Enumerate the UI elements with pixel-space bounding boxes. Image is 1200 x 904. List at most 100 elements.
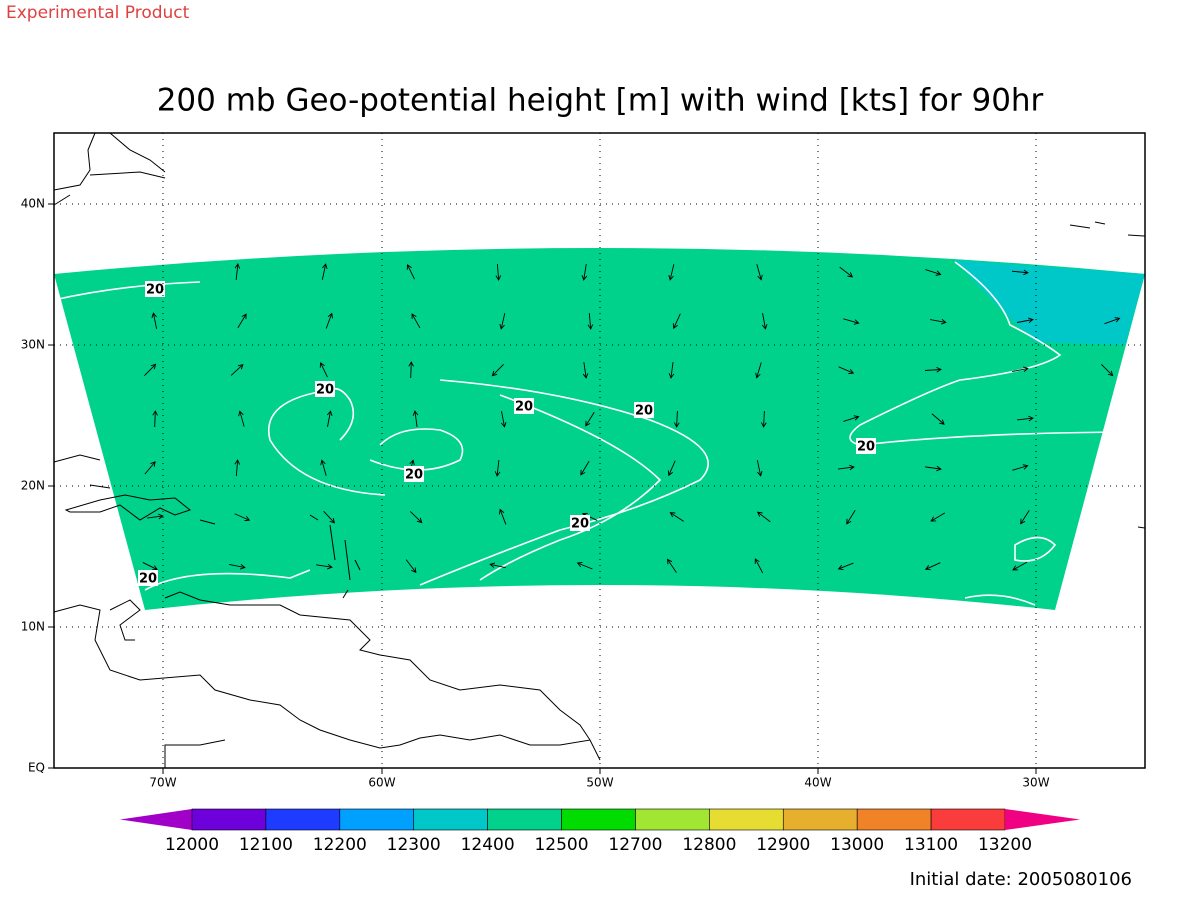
wind-arrow — [837, 562, 854, 571]
wind-arrow — [320, 459, 327, 476]
wind-arrow — [151, 312, 158, 329]
wind-arrow — [761, 313, 768, 330]
map-frame — [53, 132, 1146, 769]
wind-arrow — [321, 263, 328, 280]
colorbar-box — [856, 808, 932, 831]
colorbar-label: 13100 — [904, 835, 958, 855]
colorbar-label: 12100 — [239, 835, 293, 855]
colorbar-triangle — [120, 809, 192, 830]
wind-arrow — [144, 461, 156, 475]
wind-arrow — [147, 513, 164, 520]
contour-label-bg — [138, 570, 158, 586]
wind-arrows — [142, 263, 1121, 574]
wind-arrow — [925, 269, 942, 276]
lat-label: EQ — [28, 761, 45, 775]
contour-label-bg — [570, 515, 590, 531]
wind-arrow — [323, 510, 336, 524]
wind-arrow — [499, 313, 506, 330]
colorbar-box — [709, 808, 784, 831]
wind-arrow — [489, 562, 506, 569]
contour-label: 20 — [571, 517, 589, 532]
colorbar-label: 12200 — [313, 835, 367, 855]
contour-label: 20 — [316, 383, 334, 398]
wind-arrow — [495, 263, 502, 281]
wind-arrow — [576, 561, 593, 570]
colorbar-box — [635, 808, 710, 831]
lon-label: 70W — [149, 776, 176, 790]
wind-arrow — [409, 511, 423, 524]
wind-arrow — [319, 361, 328, 378]
wind-arrow — [587, 312, 594, 330]
wind-arrow — [230, 363, 244, 376]
wind-arrow — [585, 411, 595, 427]
colorbar-label: 13200 — [978, 835, 1032, 855]
colorbar-label: 12800 — [682, 835, 736, 855]
wind-arrow — [408, 361, 414, 379]
wind-arrow — [756, 460, 763, 477]
wind-arrow — [754, 558, 764, 574]
colorbar-box — [561, 808, 636, 831]
wind-arrow — [237, 313, 247, 329]
wind-arrow — [667, 558, 677, 573]
wind-arrow — [756, 264, 763, 281]
wind-arrow — [1020, 510, 1030, 525]
wind-arrow — [142, 562, 159, 571]
wind-arrow — [1101, 364, 1114, 377]
contour-label: 20 — [146, 283, 164, 298]
wind-arrow — [674, 410, 680, 428]
wind-arrow — [843, 318, 860, 325]
colorbar-box — [191, 808, 267, 831]
colorbar-box — [782, 808, 858, 831]
high-fill — [955, 260, 1145, 345]
wind-arrow — [326, 410, 333, 427]
contour-label: 20 — [515, 400, 533, 415]
wind-arrow — [152, 410, 158, 428]
wind-arrow — [672, 313, 681, 330]
colorbar-label: 12000 — [165, 835, 219, 855]
lon-label: 60W — [368, 776, 395, 790]
colorbar-label: 12400 — [461, 835, 515, 855]
coastline — [1069, 221, 1146, 529]
wind-arrow — [756, 511, 771, 523]
wind-arrow — [1104, 317, 1121, 325]
colorbar-label: 12300 — [387, 835, 441, 855]
colorbar-box — [265, 808, 341, 831]
lat-label: 40N — [21, 197, 45, 211]
colorbar-label: 13000 — [830, 835, 884, 855]
lat-label: 30N — [21, 338, 45, 352]
contour-label-bg — [315, 381, 335, 397]
contour — [419, 379, 709, 586]
wind-arrow — [930, 512, 946, 522]
wind-arrow — [234, 513, 251, 522]
colorbar-box — [930, 808, 1006, 831]
wind-arrow — [316, 563, 333, 570]
wind-arrow — [761, 410, 767, 428]
contour-label-bg — [634, 402, 654, 418]
wind-arrow — [669, 512, 684, 522]
contour-label: 20 — [405, 468, 423, 483]
wind-arrow — [406, 263, 415, 280]
lat-label: 20N — [21, 479, 45, 493]
contour-label-bg — [856, 438, 876, 454]
wind-arrow — [924, 366, 942, 373]
wind-arrow — [494, 459, 501, 477]
wind-arrow — [580, 460, 590, 476]
graticule: EQ 10N 20N 30N 40N 70W 60W 50W 40W 30W — [21, 133, 1145, 790]
contour — [849, 261, 1146, 446]
map: 20 20 20 20 20 20 20 20 EQ 10N 20N 30N 40N 70W 60W 50W… — [21, 132, 1146, 790]
coastline — [53, 454, 361, 599]
colorbar-box — [487, 808, 562, 831]
colorbar-box — [339, 808, 415, 831]
wind-arrow — [582, 362, 589, 379]
wind-arrow — [839, 266, 854, 278]
initial-date: Initial date: 2005080106 — [910, 869, 1132, 890]
wind-arrow — [668, 362, 675, 379]
wind-arrow — [229, 563, 246, 570]
contour-labels: 20 20 20 20 20 20 20 20 — [138, 281, 876, 587]
wind-arrow — [234, 263, 241, 281]
wind-arrow — [144, 363, 157, 377]
colorbar-label: 12700 — [608, 835, 662, 855]
colorbar-label: 12500 — [534, 835, 588, 855]
wind-arrow — [1012, 464, 1029, 471]
lon-label: 40W — [804, 776, 831, 790]
